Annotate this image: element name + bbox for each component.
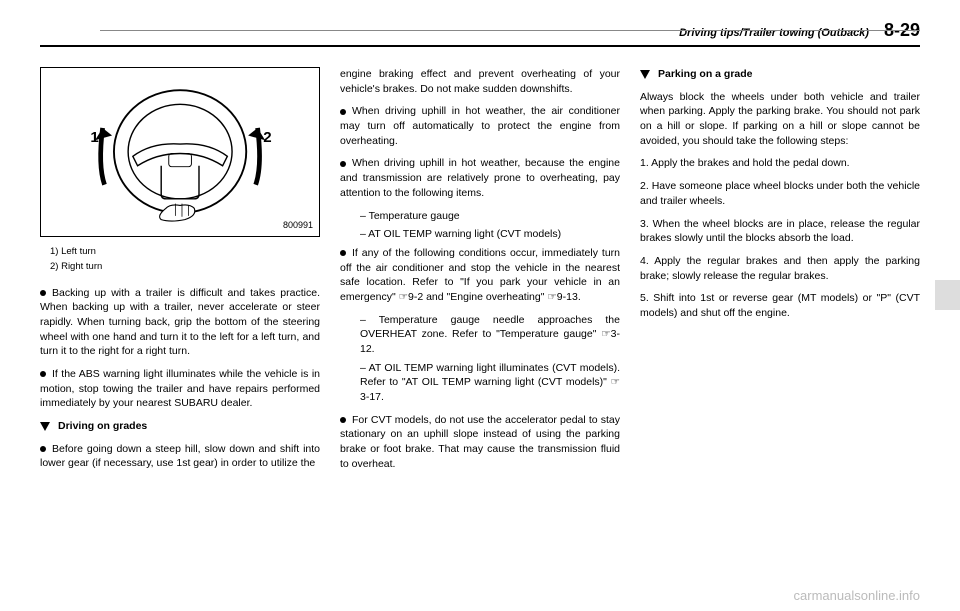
section-title: Driving tips/Trailer towing (Outback) [679,27,869,39]
para-backing-up: Backing up with a trailer is difficult a… [40,286,320,359]
para-uphill-ac: When driving uphill in hot weather, the … [340,104,620,148]
bullet-icon [340,161,346,167]
bullet-icon [40,446,46,452]
step-3: 3. When the wheel blocks are in place, r… [640,217,920,246]
side-tab [935,280,960,310]
header-rule [100,30,920,31]
text-uphill-ac: When driving uphill in hot weather, the … [340,105,620,146]
bullet-icon [40,290,46,296]
column-3: Parking on a grade Always block the whee… [640,67,920,480]
step-1: 1. Apply the brakes and hold the pedal d… [640,156,920,171]
caption-line-1: 1) Left turn [50,245,320,258]
text-steep-hill: Before going down a steep hill, slow dow… [40,443,320,470]
para-block-wheels: Always block the wheels under both vehic… [640,90,920,149]
step-2: 2. Have someone place wheel blocks under… [640,179,920,208]
para-steep-hill: Before going down a steep hill, slow dow… [40,442,320,471]
heading-driving-grades: Driving on grades [40,419,320,434]
watermark: carmanualsonline.info [794,588,920,603]
fig-label-2: 2 [263,130,271,147]
column-2: engine braking effect and prevent overhe… [340,67,620,480]
figure-caption: 1) Left turn 2) Right turn [40,245,320,274]
heading-text: Parking on a grade [658,68,753,80]
bullet-icon [40,371,46,377]
para-uphill-attention: When driving uphill in hot weather, beca… [340,156,620,200]
para-cvt-accelerator: For CVT models, do not use the accelerat… [340,413,620,472]
bullet-icon [340,109,346,115]
heading-parking-grade: Parking on a grade [640,67,920,82]
sub-oil-temp: – AT OIL TEMP warning light (CVT models) [340,227,620,242]
content-columns: 1 2 800991 1) Left turn 2) Right turn Ba… [40,67,920,480]
bullet-icon [340,417,346,423]
para-abs-warning: If the ABS warning light illuminates whi… [40,367,320,411]
text-backing-up: Backing up with a trailer is difficult a… [40,287,320,358]
text-cvt-accelerator: For CVT models, do not use the accelerat… [340,414,620,470]
text-conditions: If any of the following conditions occur… [340,247,620,303]
page-header: Driving tips/Trailer towing (Outback) 8-… [40,20,920,47]
sub-oil-temp-illum: – AT OIL TEMP warning light illuminates … [340,361,620,405]
text-uphill-attention: When driving uphill in hot weather, beca… [340,157,620,198]
figure-id: 800991 [283,219,313,232]
column-1: 1 2 800991 1) Left turn 2) Right turn Ba… [40,67,320,480]
sub-temp-gauge: – Temperature gauge [340,209,620,224]
steering-wheel-figure: 1 2 800991 [40,67,320,237]
caption-line-2: 2) Right turn [50,260,320,273]
text-abs-warning: If the ABS warning light illuminates whi… [40,368,320,409]
bullet-icon [340,250,346,256]
step-5: 5. Shift into 1st or reverse gear (MT mo… [640,291,920,320]
triangle-icon [640,70,650,79]
triangle-icon [40,422,50,431]
fig-label-1: 1 [90,130,98,147]
para-engine-braking: engine braking effect and prevent overhe… [340,67,620,96]
sub-overheat: – Temperature gauge needle approaches th… [340,313,620,357]
step-4: 4. Apply the regular brakes and then app… [640,254,920,283]
para-conditions: If any of the following conditions occur… [340,246,620,305]
heading-text: Driving on grades [58,420,147,432]
